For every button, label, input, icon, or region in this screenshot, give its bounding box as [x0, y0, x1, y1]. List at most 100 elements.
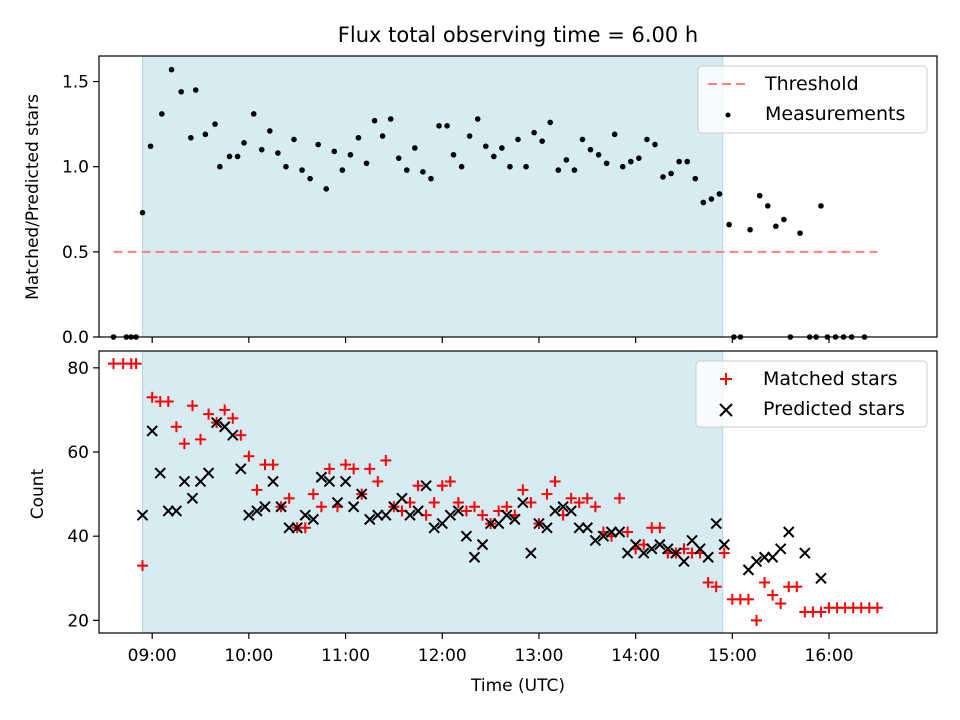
- y-tick-label: 0.5: [62, 243, 89, 263]
- predicted-point: [146, 425, 158, 437]
- predicted-point: [331, 496, 344, 509]
- measurement-point: [404, 167, 410, 173]
- measurement-point: [587, 146, 594, 153]
- predicted-point: [646, 543, 658, 555]
- measurement-point: [188, 134, 194, 141]
- measurement-point: [428, 175, 434, 182]
- top-panel: 0.0 0.5 1.0 1.5 Matched/Predicted stars Thr…: [23, 55, 938, 348]
- measurement-point: [458, 163, 465, 170]
- x-tick-label: 12:00: [418, 646, 467, 666]
- measurement-point: [267, 128, 273, 134]
- matched-point: [412, 480, 424, 492]
- measurement-point: [818, 203, 824, 209]
- matched-point: [380, 454, 392, 466]
- predicted-point: [662, 543, 674, 555]
- legend-label-predicted: Predicted stars: [763, 398, 905, 420]
- matched-point: [710, 581, 722, 593]
- measurement-point: [619, 163, 626, 170]
- measurement-point: [466, 133, 473, 139]
- measurement-point: [781, 216, 787, 223]
- predicted-point: [501, 509, 513, 521]
- predicted-point: [678, 555, 690, 568]
- x-tick-label: 15:00: [708, 646, 757, 666]
- measurement-point: [178, 88, 184, 95]
- predicted-point: [597, 530, 610, 542]
- matched-point: [477, 509, 489, 521]
- predicted-point: [460, 530, 473, 542]
- y-tick-label: 0.0: [62, 328, 89, 348]
- measurement-point: [291, 136, 297, 143]
- measurement-point: [420, 169, 426, 175]
- measurement-point: [241, 140, 247, 146]
- bottom-legend: Matched stars Predicted stars: [695, 360, 928, 428]
- matched-point: [614, 492, 626, 504]
- chart-title: Flux total observing time = 6.00 h: [338, 23, 698, 47]
- y-tick-label: 80: [67, 359, 89, 379]
- y-tick-label: 1.5: [62, 73, 89, 93]
- predicted-point: [136, 509, 149, 521]
- matched-point: [468, 501, 480, 513]
- predicted-point: [589, 534, 602, 547]
- measurement-point: [387, 116, 394, 122]
- predicted-point: [452, 505, 465, 517]
- matched-point: [299, 522, 311, 534]
- predicted-point: [178, 475, 191, 488]
- measurement-point: [700, 199, 707, 206]
- matched-point: [219, 404, 231, 416]
- x-tick-label: 13:00: [514, 646, 563, 666]
- matched-point: [815, 606, 827, 618]
- measurement-point: [168, 66, 175, 73]
- predicted-point: [347, 501, 360, 513]
- matched-point: [315, 501, 327, 513]
- top-y-axis-label: Matched/Predicted stars: [23, 94, 43, 300]
- measurement-point: [644, 136, 650, 143]
- predicted-point: [815, 572, 827, 584]
- predicted-point: [565, 505, 577, 517]
- predicted-stars-series: [136, 416, 827, 584]
- matched-point: [323, 463, 335, 475]
- measurement-point: [363, 160, 370, 167]
- matched-point: [137, 560, 149, 572]
- predicted-point: [251, 505, 263, 517]
- measurement-point: [628, 158, 634, 165]
- measurement-point: [708, 196, 715, 202]
- predicted-point: [315, 471, 328, 483]
- matched-point: [162, 396, 174, 408]
- matched-point: [243, 450, 255, 462]
- predicted-point: [364, 513, 376, 526]
- measurement-point: [756, 192, 763, 199]
- measurement-point: [159, 111, 165, 117]
- matched-point: [283, 492, 295, 504]
- measurement-point: [371, 117, 378, 124]
- x-tick-label: 16:00: [805, 646, 854, 666]
- measurement-point: [412, 145, 418, 151]
- top-axes-frame: [98, 55, 938, 338]
- bottom-y-axis: 20 40 60 80: [67, 359, 99, 631]
- measurement-point: [668, 170, 674, 177]
- matched-point: [178, 438, 190, 450]
- measurement-point: [450, 151, 457, 158]
- matched-point: [444, 475, 456, 487]
- predicted-point: [243, 509, 255, 521]
- measurement-point: [444, 123, 450, 129]
- measurement-point: [684, 158, 691, 165]
- measurement-point: [147, 143, 154, 150]
- predicted-point: [267, 475, 279, 488]
- measurement-point: [773, 223, 779, 230]
- predicted-point: [235, 463, 247, 475]
- predicted-point: [299, 509, 311, 521]
- measurement-point: [523, 163, 529, 170]
- predicted-point: [323, 475, 336, 488]
- matched-point: [428, 497, 440, 509]
- matched-point: [348, 463, 360, 475]
- matched-point: [742, 593, 754, 605]
- measurement-point: [595, 151, 602, 158]
- observing-window-shade-top: [142, 55, 724, 338]
- matched-point: [340, 459, 352, 471]
- matched-point: [251, 484, 263, 496]
- matched-point: [622, 526, 634, 538]
- predicted-point: [170, 505, 183, 517]
- predicted-point: [774, 543, 787, 555]
- predicted-point: [259, 501, 271, 513]
- top-x-ticks: [151, 337, 830, 343]
